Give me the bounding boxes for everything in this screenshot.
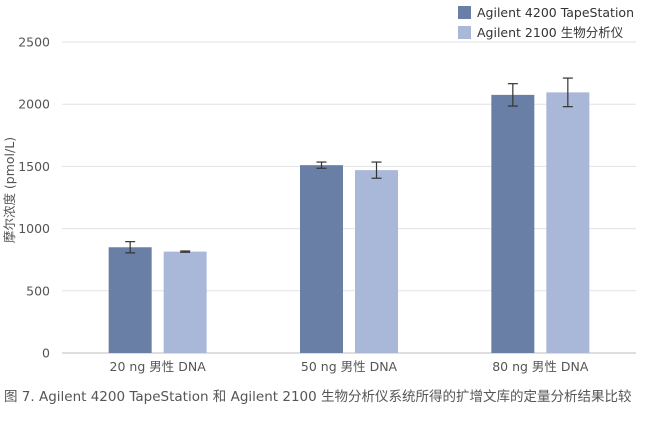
y-tick-label: 500 (26, 283, 50, 298)
y-tick-label: 1500 (18, 159, 50, 174)
gridlines (62, 41, 636, 354)
tick-labels: 0 500 1000 1500 2000 2500 20 ng 男性 DNA 50 ng 男性… (18, 35, 589, 375)
bar (491, 94, 535, 354)
y-axis-label: 摩尔浓度 (pmol/L) (2, 137, 17, 243)
bars (108, 92, 590, 354)
x-tick-label: 20 ng 男性 DNA (110, 359, 207, 374)
y-tick-label: 0 (42, 346, 50, 361)
bar (300, 165, 343, 353)
error-bars (125, 77, 573, 254)
bar (108, 247, 152, 353)
x-tick-label: 80 ng 男性 DNA (492, 359, 589, 374)
figure-caption: 图 7. Agilent 4200 TapeStation 和 Agilent … (4, 389, 632, 405)
bar (355, 170, 398, 353)
bar-chart: 0 500 1000 1500 2000 2500 20 ng 男性 DNA 50 ng 男性… (2, 5, 636, 375)
legend: Agilent 4200 TapeStation Agilent 2100 生物分… (458, 5, 634, 40)
y-tick-label: 2500 (18, 35, 50, 50)
legend-swatch (458, 6, 471, 19)
legend-swatch (458, 26, 471, 39)
bar (546, 92, 590, 353)
legend-label: Agilent 2100 生物分析仪 (477, 25, 624, 40)
y-tick-label: 1000 (18, 221, 50, 236)
legend-label: Agilent 4200 TapeStation (477, 5, 634, 20)
y-tick-label: 2000 (18, 97, 50, 112)
x-tick-label: 50 ng 男性 DNA (301, 359, 398, 374)
bar (163, 251, 207, 353)
